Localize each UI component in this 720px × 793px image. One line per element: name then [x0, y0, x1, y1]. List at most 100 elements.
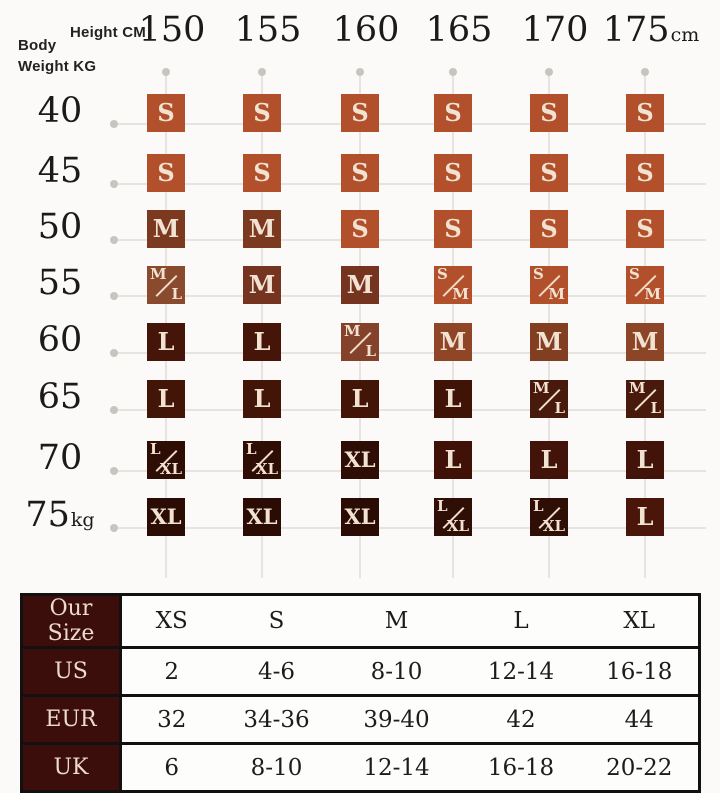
size-cell-55-155: M [243, 266, 281, 304]
size-cell-40-175: S [626, 94, 664, 132]
grid-hline [114, 527, 706, 529]
size-bottom-label: XL [255, 460, 278, 478]
size-label: S [157, 98, 175, 127]
grid-hline [114, 123, 706, 125]
size-cell-50-150: M [147, 210, 185, 248]
height-suffix: cm [670, 24, 700, 46]
size-label: M [152, 214, 180, 243]
weight-value: 50 [37, 207, 83, 247]
size-label: S [444, 98, 462, 127]
grid-hline [114, 470, 706, 472]
size-cell-70-165: L [434, 441, 472, 479]
conversion-row-header: US [21, 646, 122, 696]
size-top-label: S [437, 265, 448, 283]
conversion-row-us: US 2 4-6 8-10 12-14 16-18 [21, 646, 700, 696]
size-top-label: M [344, 322, 361, 340]
size-label: S [253, 98, 271, 127]
grid-dot [449, 68, 457, 76]
size-cell-75-155: XL [243, 498, 281, 536]
conversion-cell: 12-14 [331, 742, 462, 792]
conversion-row-header: EUR [21, 694, 122, 744]
size-top-label: L [533, 497, 544, 515]
size-bottom-label: L [650, 399, 661, 417]
grid-hline [114, 183, 706, 185]
weight-value: 60 [37, 320, 83, 360]
weight-value: 75 [25, 495, 70, 535]
weight-label-70: 70 [14, 438, 106, 482]
size-label: L [636, 445, 654, 474]
grid-dot [110, 406, 118, 414]
size-cell-70-160: XL [341, 441, 379, 479]
height-value: 150 [138, 10, 206, 50]
size-label: S [540, 158, 558, 187]
weight-value: 55 [37, 263, 83, 303]
weight-label-45: 45 [14, 151, 106, 195]
grid-dot [110, 120, 118, 128]
size-cell-40-155: S [243, 94, 281, 132]
size-label: M [346, 270, 374, 299]
size-cell-75-150: XL [147, 498, 185, 536]
size-cell-60-170: M [530, 323, 568, 361]
size-top-label: L [150, 440, 161, 458]
conversion-cell: 8-10 [331, 646, 462, 696]
size-label: M [535, 327, 563, 356]
height-value: 155 [234, 10, 302, 50]
size-cell-70-155: L XL [243, 441, 281, 479]
grid-dot [641, 68, 649, 76]
size-cell-45-160: S [341, 154, 379, 192]
size-top-label: M [629, 379, 646, 397]
conversion-cell: 16-18 [580, 646, 700, 696]
size-bottom-label: L [171, 285, 182, 303]
size-cell-60-150: L [147, 323, 185, 361]
size-label: M [439, 327, 467, 356]
conversion-cell: 34-36 [221, 694, 332, 744]
grid-dot [110, 180, 118, 188]
size-label: S [351, 158, 369, 187]
size-label: S [157, 158, 175, 187]
size-cell-50-170: S [530, 210, 568, 248]
size-label: S [636, 98, 654, 127]
size-cell-40-165: S [434, 94, 472, 132]
grid-hline [114, 352, 706, 354]
grid-dot [356, 68, 364, 76]
grid-dot [110, 349, 118, 357]
weight-value: 70 [37, 438, 83, 478]
height-value: 175 [602, 10, 670, 50]
conversion-row-header: UK [21, 742, 122, 792]
size-cell-50-160: S [341, 210, 379, 248]
size-label: S [636, 158, 654, 187]
height-value: 165 [425, 10, 493, 50]
conversion-cell: 16-18 [461, 742, 581, 792]
size-label: S [351, 98, 369, 127]
conversion-cell: XS [155, 608, 188, 634]
height-header-170: 170 [495, 10, 615, 54]
conversion-cell: 2 [120, 646, 222, 696]
size-cell-60-165: M [434, 323, 472, 361]
size-cell-65-150: L [147, 380, 185, 418]
grid-hline [114, 295, 706, 297]
conversion-cell: 6 [120, 742, 222, 792]
weight-label-75: 75 kg [14, 495, 106, 539]
conversion-cell: XL [623, 608, 656, 634]
size-cell-75-160: XL [341, 498, 379, 536]
size-label: M [248, 214, 276, 243]
grid-dot [110, 292, 118, 300]
height-header-155: 155 [208, 10, 328, 54]
size-label: L [157, 384, 175, 413]
size-cell-70-175: L [626, 441, 664, 479]
size-label: S [540, 98, 558, 127]
size-cell-75-175: L [626, 498, 664, 536]
weight-suffix: kg [70, 509, 95, 531]
size-label: XL [246, 504, 278, 529]
size-cell-70-170: L [530, 441, 568, 479]
size-top-label: L [437, 497, 448, 515]
conversion-cell: L [513, 608, 529, 634]
size-cell-55-160: M [341, 266, 379, 304]
weight-label-50: 50 [14, 207, 106, 251]
size-cell-50-155: M [243, 210, 281, 248]
conversion-row-eur: EUR 32 34-36 39-40 42 44 [21, 694, 700, 744]
size-label: XL [344, 504, 376, 529]
